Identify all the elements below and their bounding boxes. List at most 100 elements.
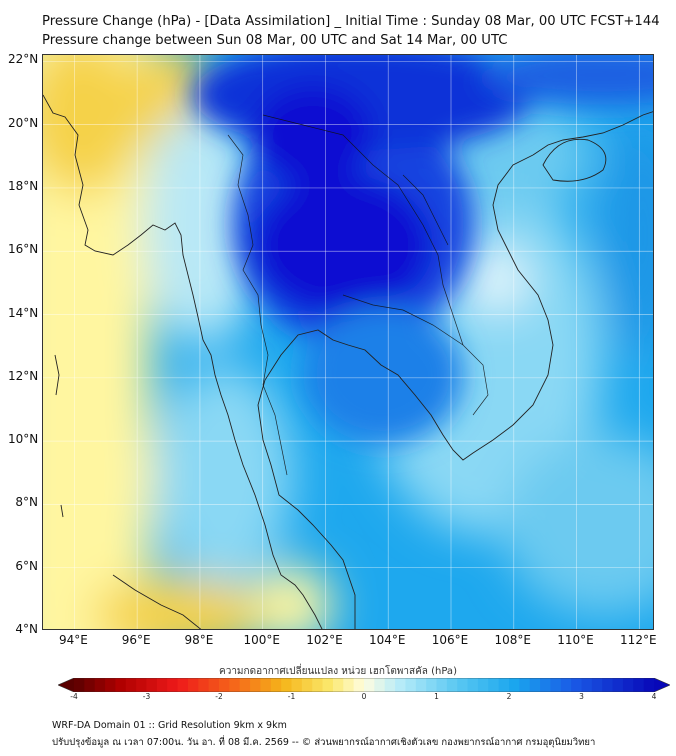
colorbar-segment (167, 678, 179, 692)
colorbar-segment (395, 678, 406, 692)
coastlines (43, 94, 653, 629)
coastline-myanmar-west (43, 94, 323, 629)
border-laos (262, 114, 464, 346)
colorbar-tick-label: -1 (287, 692, 296, 701)
colorbar-segment (343, 678, 355, 692)
colorbar-segment (550, 678, 562, 692)
colorbar-tick-label: 3 (579, 692, 584, 701)
map-title: Pressure Change (hPa) - [Data Assimilati… (42, 14, 660, 29)
colorbar-segment (208, 678, 220, 692)
colorbar-segment (446, 678, 458, 692)
colorbar-segment (136, 678, 147, 692)
colorbar-segment (177, 678, 189, 692)
colorbar-segment (529, 678, 541, 692)
coastline-vietnam-north (532, 111, 653, 156)
field-core-fall (253, 175, 433, 315)
footer-credits: ปรับปรุงข้อมูล ณ เวลา 07:00น. วัน อา. ที… (52, 737, 596, 748)
longitude-tick-label: 96°E (121, 633, 151, 647)
colorbar-segment (519, 678, 531, 692)
field-south-rise (93, 575, 273, 629)
border-cambodia (342, 294, 489, 416)
colorbar-segment (270, 678, 282, 692)
latitude-tick-label: 6°N (15, 558, 38, 573)
coastline-gulf-of-thailand (257, 154, 554, 629)
latitude-tick-label: 10°N (8, 432, 39, 447)
colorbar-segment (415, 678, 427, 692)
colorbar-max-extend (654, 678, 670, 692)
colorbar (58, 678, 670, 692)
colorbar-segment (498, 678, 510, 692)
colorbar-segment (540, 678, 551, 692)
colorbar-segment (509, 678, 520, 692)
field-core-north (253, 85, 373, 185)
colorbar-segment (571, 678, 582, 692)
field-gulf-fall (303, 305, 463, 445)
field-southeast-light (503, 435, 653, 615)
colorbar-min-extend (58, 678, 74, 692)
latitude-tick-label: 14°N (8, 305, 39, 320)
colorbar-tick-label: -3 (142, 692, 151, 701)
field-northwest-rise (43, 55, 143, 195)
colorbar-segment (84, 678, 96, 692)
longitude-tick-label: 106°E (431, 633, 469, 647)
colorbar-segment (312, 678, 324, 692)
colorbar-segment (229, 678, 241, 692)
graticule (43, 55, 653, 629)
colorbar-segment (250, 678, 261, 692)
colorbar-segment (156, 678, 168, 692)
longitude-tick-label: 112°E (620, 633, 657, 647)
latitude-tick-label: 18°N (8, 178, 39, 193)
colorbar-segment (436, 678, 448, 692)
latitude-tick-label: 4°N (15, 622, 38, 636)
colorbar-segment (622, 678, 634, 692)
colorbar-segment (260, 678, 272, 692)
colorbar-segment (405, 678, 417, 692)
colorbar-segment (364, 678, 375, 692)
colorbar-segment (602, 678, 614, 692)
colorbar-segment (426, 678, 437, 692)
latitude-tick-label: 20°N (8, 115, 39, 130)
colorbar-segment (633, 678, 645, 692)
colorbar-tick-label: 4 (651, 692, 657, 701)
pressure-change-map (43, 55, 653, 629)
colorbar-segment (115, 678, 127, 692)
latitude-tick-label: 16°N (8, 242, 39, 257)
coastline-andaman (54, 354, 60, 396)
colorbar-tick-label: 0 (361, 692, 367, 701)
colorbar-segment (94, 678, 106, 692)
field-south-light (253, 565, 333, 629)
colorbar-segment (467, 678, 479, 692)
field-peninsula-light (153, 365, 293, 585)
border-thailand-myanmar (227, 134, 288, 476)
colorbar-tick-label: -4 (70, 692, 78, 701)
field-west-light (143, 105, 263, 345)
colorbar-segment (560, 678, 572, 692)
colorbar-segment (219, 678, 230, 692)
longitude-tick-label: 110°E (557, 633, 594, 647)
colorbar-segment (488, 678, 500, 692)
longitude-tick-label: 108°E (494, 633, 532, 647)
title-block: Pressure Change (hPa) - [Data Assimilati… (42, 12, 660, 50)
colorbar-tick-label: 2 (506, 692, 512, 701)
colorbar-segment (301, 678, 313, 692)
field-northeast-fall (483, 55, 653, 105)
colorbar-segment (281, 678, 292, 692)
colorbar-segment (291, 678, 303, 692)
colorbar-segment (322, 678, 334, 692)
colorbar-segment (332, 678, 344, 692)
field-east-edge (603, 115, 653, 355)
latitude-tick-label: 12°N (8, 368, 39, 383)
longitude-tick-label: 104°E (368, 633, 406, 647)
pressure-field (43, 55, 653, 629)
colorbar-segment (198, 678, 210, 692)
border-vietnam (402, 174, 449, 246)
country-borders (227, 114, 489, 476)
colorbar-segment (591, 678, 603, 692)
colorbar-segment (146, 678, 158, 692)
colorbar-segment (374, 678, 386, 692)
colorbar-segment (187, 678, 199, 692)
colorbar-segment (457, 678, 469, 692)
colorbar-segment (105, 678, 116, 692)
coastline-nicobar (60, 504, 64, 518)
colorbar-segment (477, 678, 489, 692)
